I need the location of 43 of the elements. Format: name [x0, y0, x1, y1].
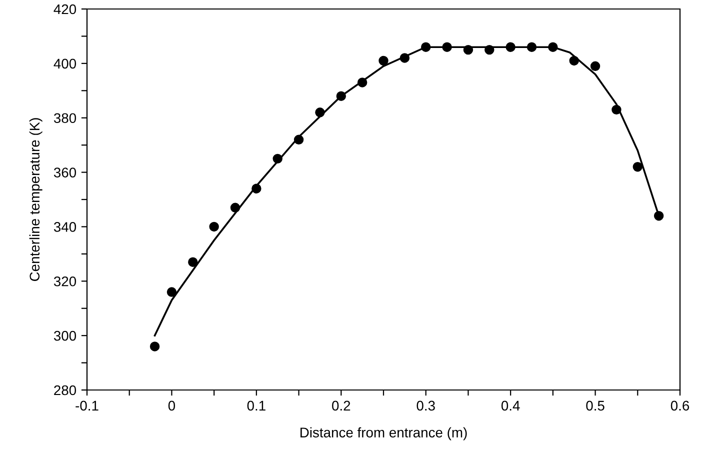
x-tick-label: 0.2	[332, 400, 350, 411]
y-tick-label: 400	[54, 58, 76, 69]
point	[188, 257, 198, 267]
point	[420, 42, 431, 52]
y-tick-label: 380	[54, 113, 76, 124]
point	[166, 287, 177, 297]
point	[315, 108, 325, 118]
y-axis-title: Centerline temperature (K)	[29, 118, 42, 281]
point	[400, 53, 410, 63]
point	[484, 44, 494, 55]
point	[526, 42, 537, 52]
point	[294, 134, 304, 144]
x-tick-label: 0.6	[670, 400, 690, 411]
x-tick-label: 0	[168, 400, 176, 411]
x-tick-label: 0.5	[586, 400, 604, 411]
point	[230, 202, 240, 213]
point	[590, 61, 600, 72]
x-tick-label: -0.1	[76, 400, 98, 411]
point	[252, 184, 262, 194]
y-tick-label: 320	[54, 276, 76, 286]
point	[378, 56, 388, 66]
point	[632, 162, 643, 172]
point	[357, 78, 368, 88]
point	[463, 44, 474, 55]
x-tick-label: 0.1	[247, 400, 266, 411]
y-tick-label: 300	[54, 330, 76, 341]
y-tick-label: 280	[54, 385, 76, 396]
point	[442, 42, 452, 52]
y-tick-label: 360	[54, 168, 76, 178]
point	[569, 56, 579, 66]
point	[654, 210, 664, 221]
point	[612, 104, 622, 115]
point	[150, 342, 160, 352]
point	[272, 154, 282, 164]
x-tick-label: 0.3	[416, 400, 435, 411]
point	[548, 42, 558, 52]
y-tick-label: 420	[54, 4, 76, 14]
y-tick-label: 340	[54, 222, 76, 232]
x-tick-label: 0.4	[501, 400, 520, 411]
x-axis-title: Distance from entrance (m)	[300, 427, 467, 440]
point	[209, 222, 219, 232]
point	[336, 91, 346, 101]
point	[506, 42, 516, 52]
